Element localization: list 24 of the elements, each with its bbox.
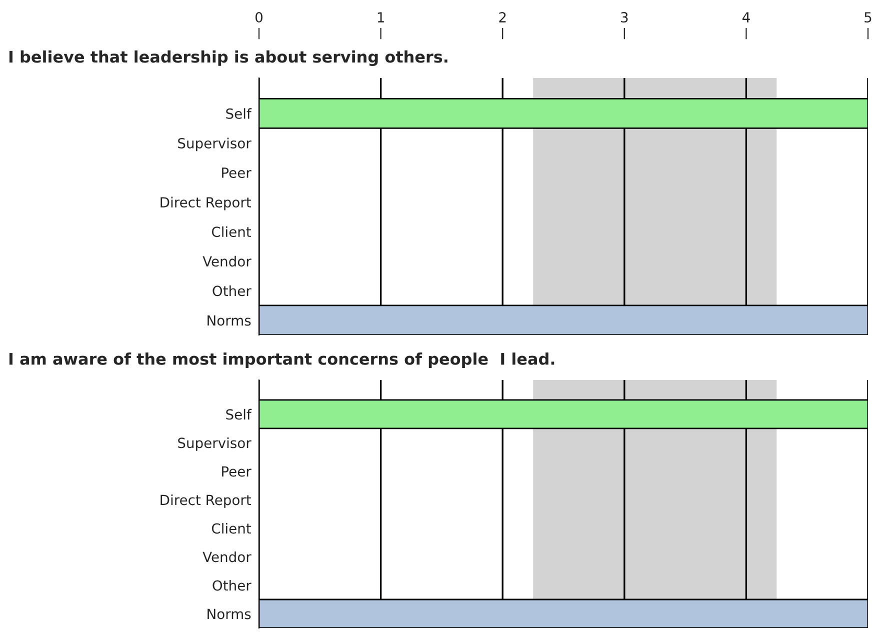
y-tick-label: Norms xyxy=(208,608,251,620)
chart-title: I believe that leadership is about serving others. xyxy=(9,50,448,66)
chart-title: I am aware of the most important concerns of people I lead. xyxy=(9,352,554,368)
y-tick-label: Peer xyxy=(222,466,252,477)
y-tick-label: Vendor xyxy=(202,551,252,562)
y-tick-label: Other xyxy=(212,285,252,296)
x-tick-label: 5 xyxy=(864,12,872,23)
y-tick-label: Self xyxy=(226,108,252,119)
y-tick-label: Other xyxy=(212,580,252,591)
y-tick-label: Supervisor xyxy=(178,437,252,451)
y-tick-label: Client xyxy=(212,522,252,534)
x-tick-label: 1 xyxy=(378,12,384,22)
x-tick-label: 3 xyxy=(621,12,628,23)
y-tick-label: Self xyxy=(226,408,252,420)
x-tick-label: 0 xyxy=(255,12,262,23)
y-tick-label: Vendor xyxy=(202,256,252,267)
y-tick-label: Peer xyxy=(222,168,252,178)
y-tick-label: Supervisor xyxy=(178,138,252,152)
y-tick-label: Direct Report xyxy=(160,494,252,508)
x-tick-label: 4 xyxy=(742,12,750,22)
y-tick-label: Norms xyxy=(208,315,251,326)
y-tick-label: Direct Report xyxy=(160,196,252,210)
x-tick-label: 2 xyxy=(499,12,506,22)
y-tick-label: Client xyxy=(212,226,252,238)
